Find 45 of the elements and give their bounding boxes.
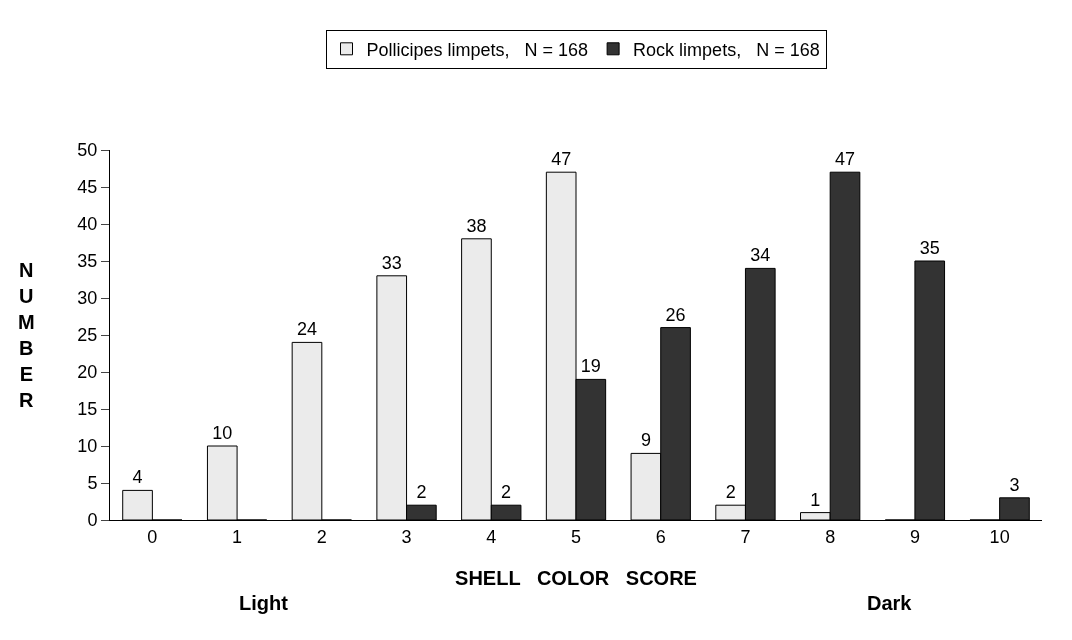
x-tick-label: 4 (486, 526, 497, 547)
x-tick-label: 5 (570, 526, 582, 547)
x-tick-label: 9 (909, 526, 920, 547)
y-tick-label: 25 (77, 325, 98, 346)
data-label: 3 (1009, 474, 1020, 495)
data-label: 4 (132, 467, 143, 488)
data-label: 9 (640, 430, 651, 451)
y-tick-label: 45 (77, 177, 98, 198)
y-tick-label: 0 (87, 510, 98, 531)
y-tick-label: 50 (77, 140, 98, 161)
data-label: 2 (501, 482, 512, 503)
legend-label: Rock limpets, N = 168 (633, 39, 820, 60)
y-tick-label: 30 (77, 288, 98, 309)
data-label: 47 (551, 149, 572, 170)
x-tick-label: 10 (989, 526, 1010, 547)
data-label: 47 (834, 149, 856, 170)
data-label: 10 (212, 423, 233, 443)
x-axis-title: SHELL COLOR SCORE (455, 567, 697, 590)
y-tick-label: 40 (77, 214, 98, 235)
y-tick-label: 35 (77, 251, 98, 272)
data-label: 34 (750, 245, 771, 266)
data-label: 26 (665, 304, 686, 325)
data-label: 19 (580, 356, 601, 377)
data-label: 24 (296, 319, 318, 340)
x-tick-label: 1 (232, 526, 243, 547)
y-tick-label: 15 (77, 399, 98, 420)
x-tick-label: 3 (401, 526, 412, 547)
data-label: 35 (919, 238, 940, 258)
data-label: 2 (416, 482, 427, 503)
legend-label: Pollicipes limpets, N = 168 (366, 39, 589, 60)
y-axis-title: NUMBER (18, 259, 35, 411)
data-label: 2 (725, 482, 736, 503)
data-label: 1 (810, 489, 821, 510)
x-tick-label: 2 (316, 526, 327, 547)
x-tick-label: 0 (147, 526, 158, 547)
text: Light (239, 592, 289, 614)
text: Dark (867, 592, 913, 614)
data-label: 38 (466, 215, 487, 236)
y-tick-label: 20 (77, 362, 98, 383)
x-tick-label: 7 (740, 526, 751, 547)
y-tick-label: 10 (77, 436, 98, 457)
data-label: 33 (381, 252, 402, 273)
y-tick-label: 5 (87, 473, 98, 494)
x-tick-label: 8 (825, 526, 836, 547)
x-tick-label: 6 (655, 526, 666, 547)
